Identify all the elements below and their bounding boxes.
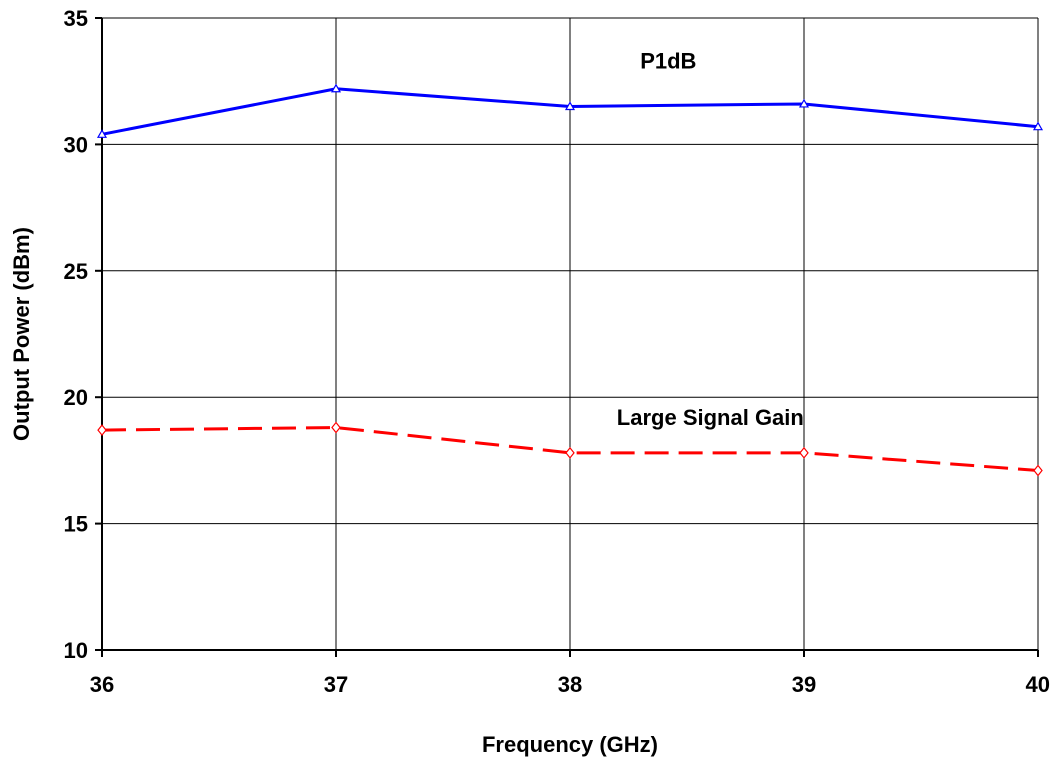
grid-lines [102, 17, 1039, 650]
data-point [799, 446, 809, 459]
x-tick-label: 39 [792, 672, 816, 697]
series-line-2 [101, 426, 1039, 473]
data-point [564, 101, 576, 111]
x-axis-label: Frequency (GHz) [482, 732, 658, 757]
y-tick-label: 30 [64, 132, 88, 157]
data-point [330, 83, 342, 93]
annotation-label: Large Signal Gain [617, 405, 804, 430]
data-point [1033, 464, 1043, 477]
x-tick-label: 36 [90, 672, 114, 697]
data-point [565, 446, 575, 459]
y-tick-label: 15 [64, 512, 88, 537]
tick-labels: 10 15 20 25 30 35 36 37 38 39 40 [64, 6, 1050, 697]
annotations: P1dB Large Signal Gain [617, 49, 804, 430]
data-point [97, 424, 107, 437]
y-tick-label: 10 [64, 638, 88, 663]
data-point [1032, 121, 1044, 131]
y-axis-label: Output Power (dBm) [9, 227, 34, 441]
data-point [331, 421, 341, 434]
annotation-label: P1dB [640, 49, 696, 74]
data-point [96, 129, 108, 138]
y-tick-label: 35 [64, 6, 88, 31]
data-point [798, 98, 810, 108]
y-tick-label: 20 [64, 385, 88, 410]
x-tick-label: 40 [1026, 672, 1050, 697]
y-tick-label: 25 [64, 259, 88, 284]
x-tick-label: 38 [558, 672, 582, 697]
series-group [96, 83, 1044, 477]
axes [95, 17, 1039, 657]
x-tick-label: 37 [324, 672, 348, 697]
